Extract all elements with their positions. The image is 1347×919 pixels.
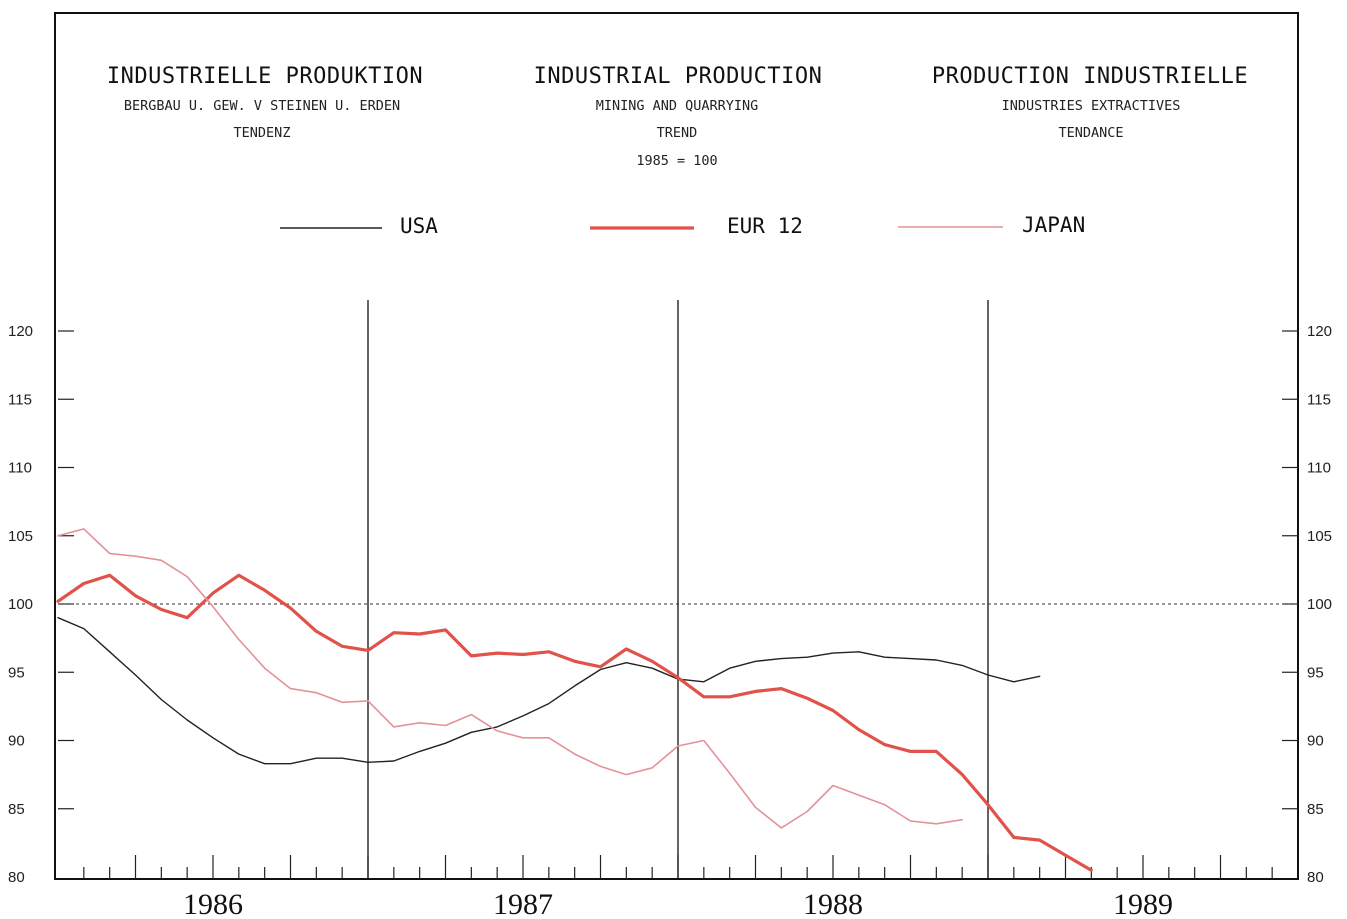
legend-label-eur12: EUR 12: [727, 214, 803, 238]
title-fr: PRODUCTION INDUSTRIELLE: [932, 64, 1248, 89]
legend: USA EUR 12 JAPAN: [280, 213, 1085, 238]
legend-label-usa: USA: [400, 214, 438, 238]
subtitle-de: BERGBAU U. GEW. V STEINEN U. ERDEN: [124, 98, 400, 114]
y-tick-label-left: 95: [8, 664, 25, 681]
x-year-label: 1988: [803, 888, 863, 919]
y-tick-label-left: 105: [8, 528, 33, 545]
y-tick-label-right: 115: [1307, 391, 1331, 408]
y-tick-label-left: 100: [8, 596, 33, 613]
y-tick-label-right: 80: [1307, 869, 1324, 886]
legend-label-japan: JAPAN: [1022, 213, 1085, 237]
y-tick-label-right: 100: [1307, 596, 1332, 613]
x-year-label: 1989: [1113, 888, 1173, 919]
y-tick-label-left: 80: [8, 869, 25, 886]
y-tick-label-right: 85: [1307, 801, 1324, 818]
series-line-japan: [57, 528, 964, 829]
trend-en: TREND: [657, 125, 698, 141]
x-year-label: 1986: [183, 888, 243, 919]
y-tick-label-left: 120: [8, 323, 33, 340]
y-tick-label-right: 105: [1307, 528, 1332, 545]
title-de: INDUSTRIELLE PRODUKTION: [107, 64, 423, 89]
y-tick-label-right: 110: [1307, 460, 1331, 477]
chart-frame: [54, 12, 1299, 880]
series-line-usa: [57, 617, 1041, 765]
header: INDUSTRIELLE PRODUKTION BERGBAU U. GEW. …: [107, 64, 1248, 169]
y-tick-label-right: 95: [1307, 664, 1324, 681]
base-year: 1985 = 100: [636, 153, 717, 169]
series-line-eur12: [56, 573, 1093, 872]
trend-fr: TENDANCE: [1058, 125, 1123, 141]
trend-de: TENDENZ: [234, 125, 291, 141]
plot-area: 80 80 85 85 90 90 95 95 100 100 105 105 110 110 115 115…: [8, 300, 1332, 919]
x-year-label: 1987: [493, 888, 553, 919]
y-tick-label-left: 90: [8, 733, 25, 750]
title-en: INDUSTRIAL PRODUCTION: [534, 64, 823, 89]
subtitle-en: MINING AND QUARRYING: [596, 98, 759, 114]
y-tick-label-right: 90: [1307, 733, 1324, 750]
y-tick-label-left: 85: [8, 801, 25, 818]
y-tick-label-left: 115: [8, 391, 32, 408]
y-tick-label-right: 120: [1307, 323, 1332, 340]
y-tick-label-left: 110: [8, 460, 32, 477]
subtitle-fr: INDUSTRIES EXTRACTIVES: [1002, 98, 1181, 114]
